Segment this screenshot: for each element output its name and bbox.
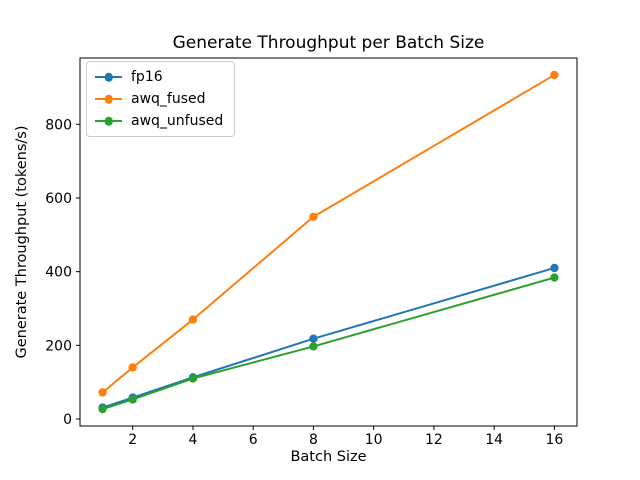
marker-awq_fused bbox=[128, 363, 137, 372]
y-axis-label: Generate Throughput (tokens/s) bbox=[14, 125, 30, 359]
legend-label-awq_unfused: awq_unfused bbox=[131, 113, 224, 129]
marker-awq_unfused bbox=[550, 273, 559, 282]
legend-line-sample-fp16 bbox=[95, 72, 122, 82]
legend-marker-icon bbox=[104, 72, 113, 82]
marker-awq_unfused bbox=[128, 395, 137, 404]
x-tick-label: 8 bbox=[309, 432, 318, 448]
legend-item-awq_fused: awq_fused bbox=[95, 89, 223, 109]
marker-fp16 bbox=[550, 263, 559, 273]
legend-label-awq_fused: awq_fused bbox=[131, 91, 206, 107]
plot-border bbox=[79, 57, 578, 427]
y-tick-label: 400 bbox=[45, 265, 72, 281]
legend: fp16 awq_fused awq_unfused bbox=[86, 61, 236, 137]
x-tick-label: 12 bbox=[425, 432, 443, 448]
legend-label-fp16: fp16 bbox=[131, 69, 163, 85]
x-axis-label: Batch Size bbox=[290, 449, 367, 465]
marker-awq_fused bbox=[98, 388, 107, 397]
marker-awq_fused bbox=[188, 315, 198, 324]
x-tick-label: 10 bbox=[365, 432, 383, 448]
x-tick-label: 4 bbox=[188, 432, 197, 448]
marker-awq_unfused bbox=[98, 404, 107, 414]
x-tick-label: 14 bbox=[485, 432, 503, 448]
y-tick-label: 0 bbox=[63, 412, 72, 428]
legend-marker-icon bbox=[104, 116, 113, 126]
marker-awq_fused bbox=[550, 70, 559, 80]
x-tick-label: 16 bbox=[545, 432, 563, 448]
marker-fp16 bbox=[309, 334, 318, 343]
legend-line-sample-awq_unfused bbox=[95, 116, 122, 126]
legend-item-awq_unfused: awq_unfused bbox=[95, 111, 223, 131]
marker-awq_unfused bbox=[188, 374, 198, 383]
legend-marker-icon bbox=[104, 94, 113, 104]
chart-title: Generate Throughput per Batch Size bbox=[172, 33, 485, 53]
line-awq_unfused bbox=[101, 276, 556, 411]
legend-item-fp16: fp16 bbox=[95, 67, 223, 87]
marker-awq_fused bbox=[309, 212, 318, 221]
y-tick-label: 200 bbox=[45, 338, 72, 354]
y-tick-label: 800 bbox=[45, 117, 72, 133]
marker-awq_unfused bbox=[309, 342, 318, 351]
x-tick-label: 2 bbox=[128, 432, 137, 448]
legend-line-sample-awq_fused bbox=[95, 94, 122, 104]
y-tick-label: 600 bbox=[45, 191, 72, 207]
x-tick-label: 6 bbox=[249, 432, 258, 448]
